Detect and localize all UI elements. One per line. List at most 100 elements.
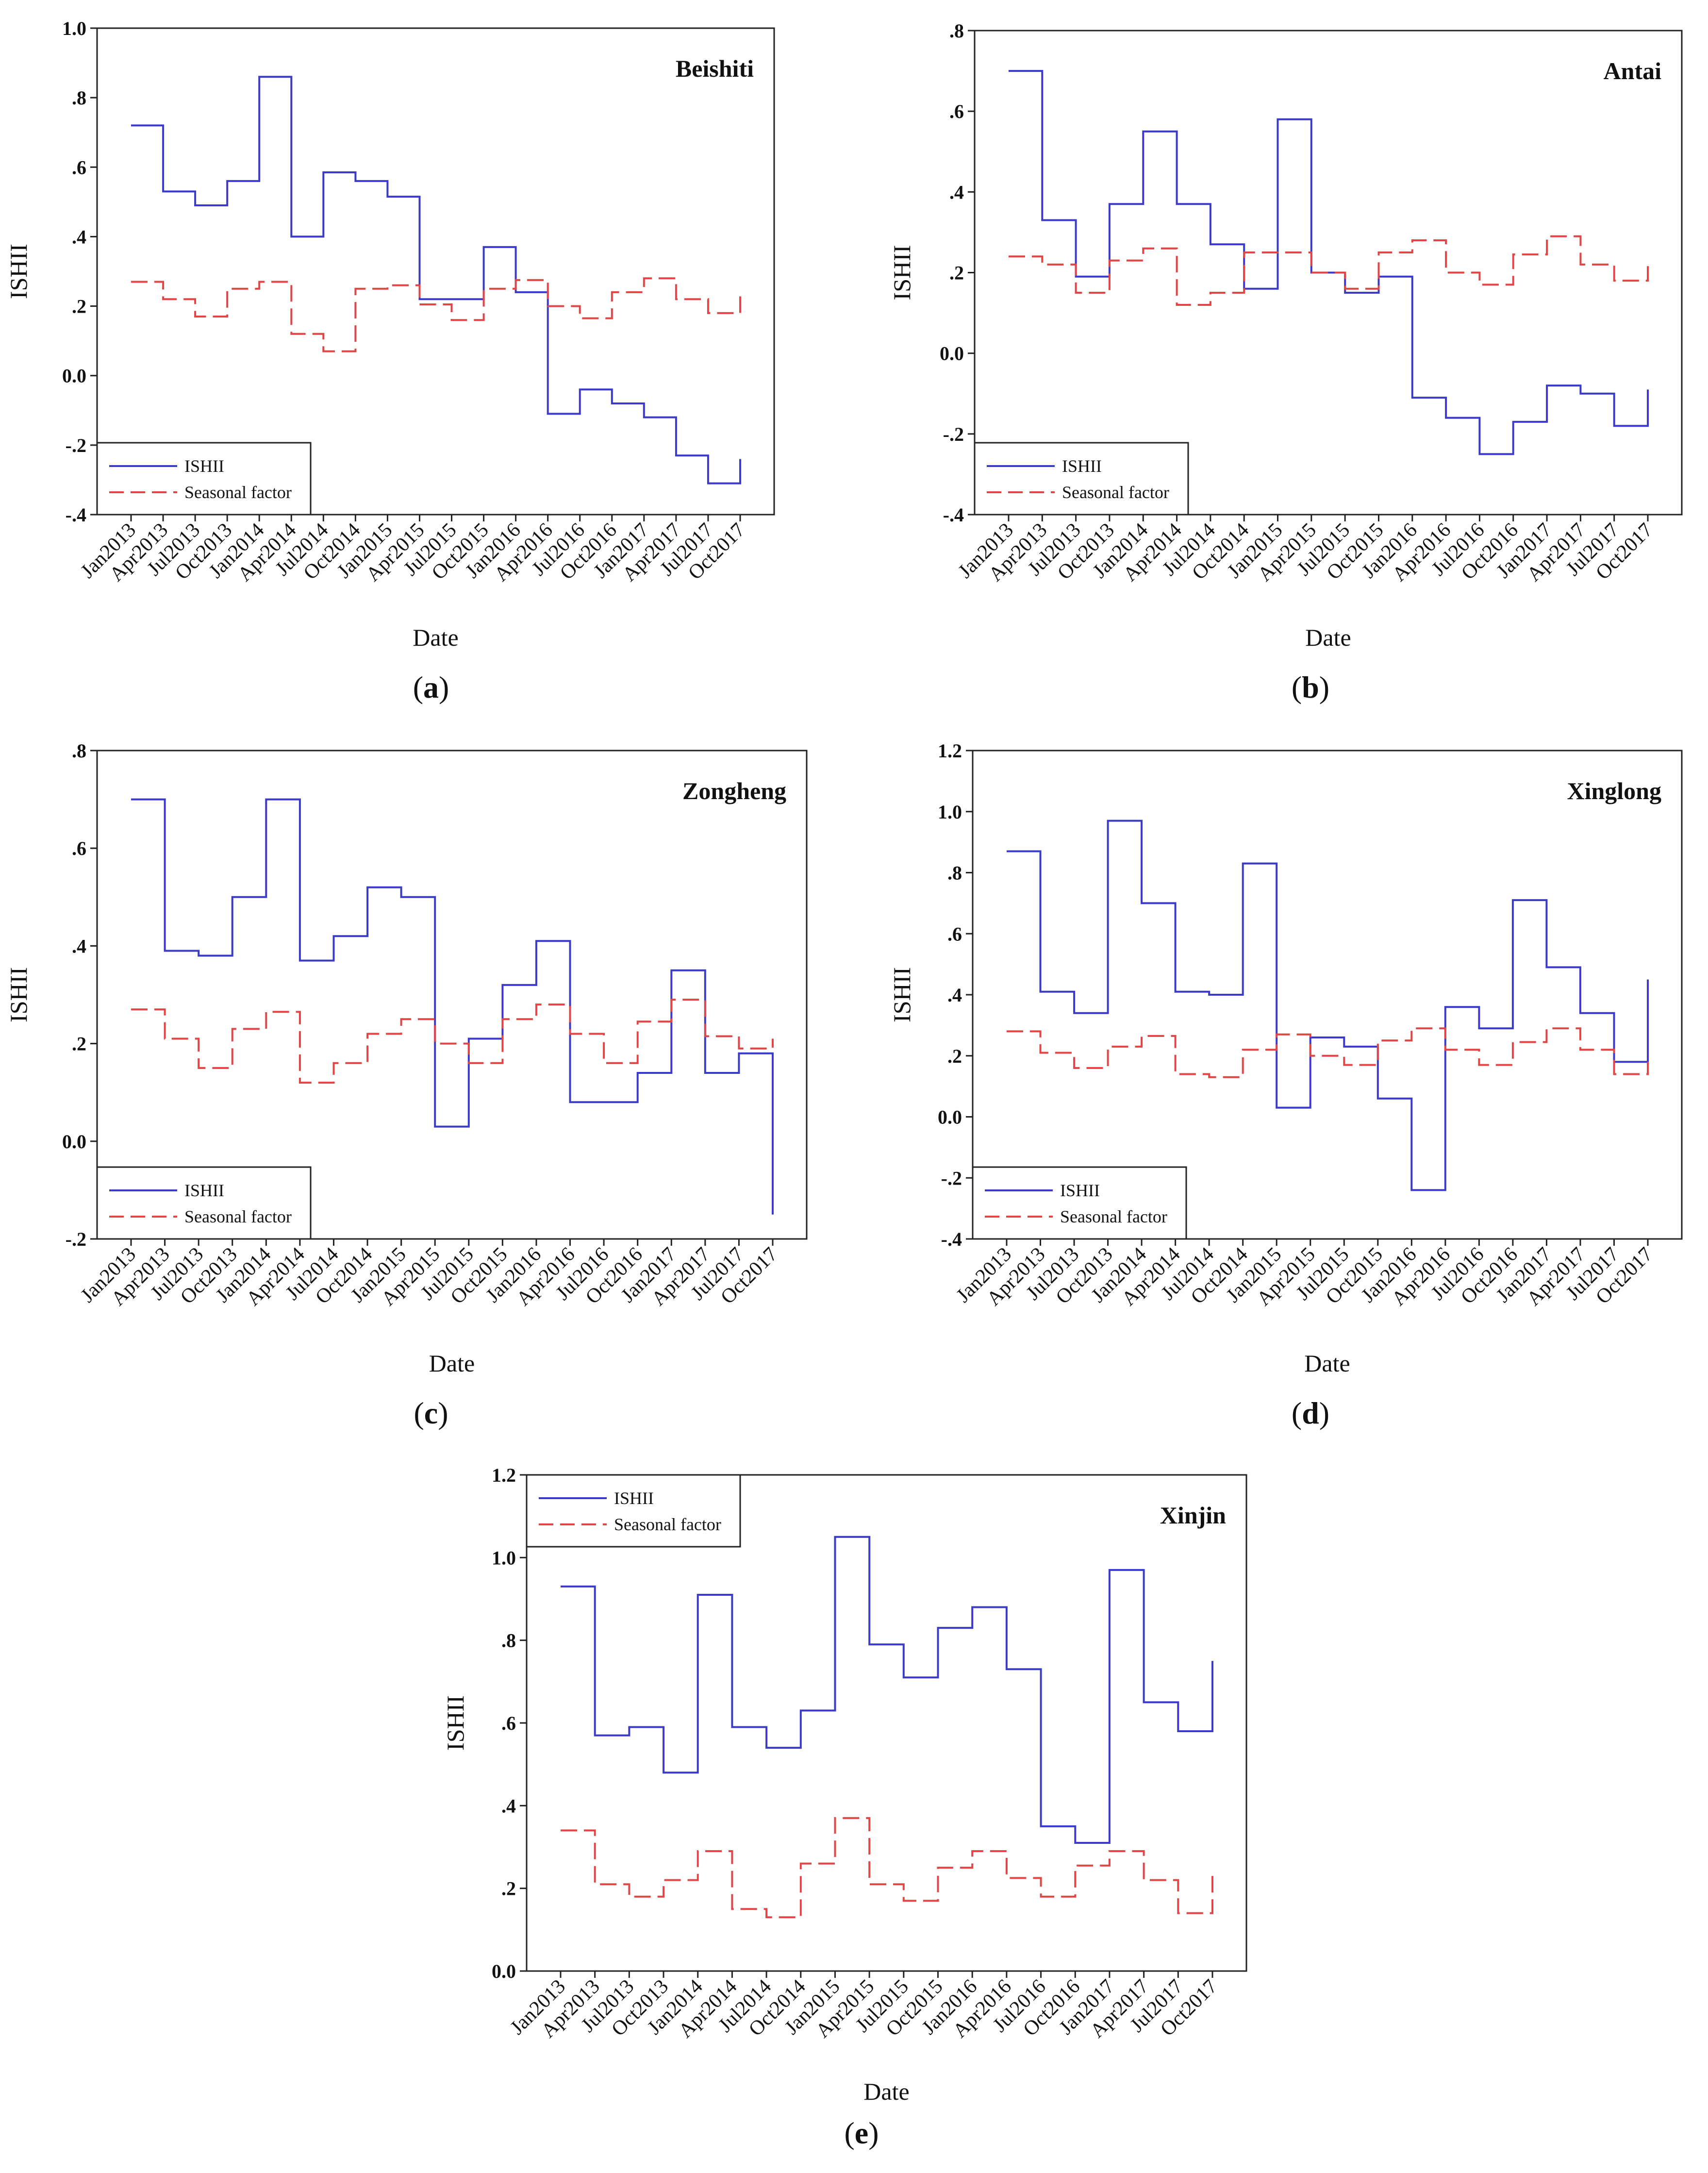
seasonal-factor-series-line (131, 999, 774, 1084)
chart-panel-e: 0.0.2.4.6.81.01.2Jan2013Apr2013Jul2013Oc… (442, 1464, 1247, 2150)
y-tick-label: .2 (949, 262, 964, 284)
legend: ISHII Seasonal factor (972, 1166, 1187, 1240)
panel-title: Xinjin (1160, 1502, 1226, 1529)
y-tick-label: .4 (947, 984, 962, 1006)
legend-box (974, 442, 1189, 516)
y-tick-label: .4 (72, 226, 86, 248)
caption-open-paren: ( (1292, 670, 1302, 704)
legend-label-seasonal: Seasonal factor (184, 1207, 292, 1226)
panel-title: Beishiti (676, 55, 754, 82)
ishii-series-line (561, 1536, 1213, 1844)
y-axis-title: ISHII (888, 967, 915, 1022)
caption-letter: a (423, 670, 439, 704)
caption-open-paren: ( (1292, 1396, 1302, 1430)
caption-close-paren: ) (868, 2116, 879, 2150)
caption-letter: e (855, 2116, 868, 2150)
x-axis-title: Date (413, 624, 458, 651)
y-tick-label: 1.0 (492, 1547, 516, 1569)
legend-label-seasonal: Seasonal factor (1062, 483, 1169, 502)
y-tick-label: .6 (501, 1712, 516, 1734)
y-tick-label: .8 (72, 740, 86, 762)
y-tick-label: 0.0 (62, 365, 86, 387)
chart-panel-b: -.4-.20.0.2.4.6.8Jan2013Apr2013Jul2013Oc… (888, 20, 1683, 704)
plot-frame (972, 750, 1683, 1240)
legend-label-ishii: ISHII (614, 1488, 654, 1508)
seasonal-factor-series-line (561, 1817, 1213, 1919)
y-tick-label: 1.0 (938, 801, 962, 823)
caption-close-paren: ) (438, 1396, 448, 1430)
panel-caption: (c) (414, 1396, 448, 1430)
legend-label-ishii: ISHII (184, 456, 224, 476)
y-tick-label: .4 (949, 181, 964, 203)
y-axis-title: ISHII (5, 967, 32, 1022)
y-tick-label: -.2 (943, 423, 964, 445)
plot-frame (96, 750, 808, 1240)
legend-label-ishii: ISHII (184, 1181, 224, 1200)
y-tick-label: 1.0 (62, 17, 86, 39)
x-axis-title: Date (429, 1350, 475, 1377)
panel-caption: (d) (1292, 1396, 1329, 1430)
legend: ISHII Seasonal factor (974, 442, 1189, 516)
y-tick-label: -.2 (66, 435, 86, 456)
legend-box (96, 1166, 312, 1240)
y-tick-label: .6 (947, 923, 962, 945)
plot-frame (96, 27, 775, 516)
caption-open-paren: ( (844, 2116, 854, 2150)
legend-box (526, 1474, 741, 1548)
y-tick-label: 1.2 (492, 1464, 516, 1486)
ishii-series-line (1007, 819, 1649, 1191)
caption-open-paren: ( (413, 670, 423, 704)
x-axis-title: Date (863, 2078, 909, 2105)
y-tick-label: 0.0 (938, 1106, 962, 1128)
panel-title: Xinglong (1567, 777, 1661, 804)
y-axis-title: ISHII (888, 245, 915, 301)
ishii-series-line (131, 76, 741, 485)
y-tick-label: .4 (72, 935, 86, 957)
legend: ISHII Seasonal factor (96, 442, 312, 516)
seasonal-factor-series-line (1007, 1027, 1649, 1078)
legend-label-ishii: ISHII (1062, 456, 1102, 476)
y-tick-label: .8 (501, 1630, 516, 1652)
y-tick-label: -.2 (941, 1167, 962, 1189)
ishii-series-line (1009, 70, 1649, 455)
x-axis-title: Date (1304, 1350, 1350, 1377)
y-tick-label: -.2 (66, 1228, 86, 1250)
y-tick-label: 0.0 (62, 1131, 86, 1153)
y-tick-label: -.4 (66, 504, 86, 526)
legend-box (972, 1166, 1187, 1240)
panel-title: Zongheng (682, 777, 786, 804)
chart-panel-a: -.4-.20.0.2.4.6.81.0Jan2013Apr2013Jul201… (5, 17, 775, 704)
panel-caption: (b) (1292, 670, 1329, 704)
y-tick-label: 0.0 (492, 1960, 516, 1982)
panel-caption: (a) (413, 670, 449, 704)
panel-caption: (e) (844, 2116, 879, 2150)
caption-letter: d (1302, 1396, 1319, 1430)
y-tick-label: .8 (72, 87, 86, 109)
y-tick-label: .2 (72, 296, 86, 318)
y-tick-label: 0.0 (940, 343, 964, 365)
chart-panel-c: -.20.0.2.4.6.8Jan2013Apr2013Jul2013Oct20… (5, 740, 808, 1430)
panel-title: Antai (1604, 57, 1662, 84)
legend-label-seasonal: Seasonal factor (614, 1515, 721, 1534)
caption-open-paren: ( (414, 1396, 424, 1430)
ishii-series-line (131, 798, 774, 1215)
caption-letter: b (1302, 670, 1319, 704)
y-tick-label: .6 (949, 100, 964, 122)
y-tick-label: .6 (72, 837, 86, 859)
legend-label-seasonal: Seasonal factor (184, 483, 292, 502)
caption-close-paren: ) (439, 670, 449, 704)
y-tick-label: .4 (501, 1795, 516, 1817)
legend: ISHII Seasonal factor (526, 1474, 741, 1548)
y-axis-title: ISHII (442, 1695, 469, 1751)
y-axis-title: ISHII (5, 244, 32, 299)
y-tick-label: .6 (72, 156, 86, 178)
legend-label-seasonal: Seasonal factor (1060, 1207, 1167, 1226)
y-tick-label: -.4 (941, 1228, 962, 1250)
x-axis-title: Date (1305, 624, 1351, 651)
y-tick-label: .8 (949, 20, 964, 42)
caption-close-paren: ) (1319, 1396, 1329, 1430)
legend: ISHII Seasonal factor (96, 1166, 312, 1240)
y-tick-label: .2 (947, 1045, 962, 1067)
caption-letter: c (424, 1396, 438, 1430)
